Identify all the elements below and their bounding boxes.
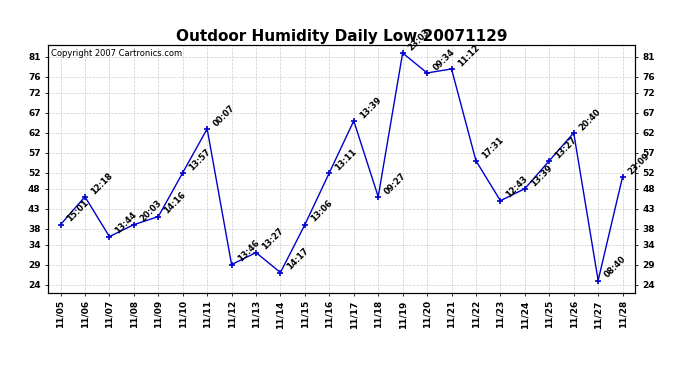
Text: 15:01: 15:01	[65, 199, 90, 224]
Text: 13:57: 13:57	[187, 147, 212, 172]
Text: 14:16: 14:16	[162, 190, 188, 216]
Text: 09:34: 09:34	[431, 47, 456, 72]
Text: 09:27: 09:27	[382, 171, 408, 196]
Text: 20:03: 20:03	[138, 199, 163, 224]
Text: 08:40: 08:40	[602, 255, 627, 280]
Text: 23:09: 23:09	[627, 151, 652, 176]
Text: 13:27: 13:27	[553, 135, 579, 160]
Text: 23:03: 23:03	[407, 27, 432, 52]
Text: 13:44: 13:44	[114, 210, 139, 236]
Text: 13:06: 13:06	[309, 199, 334, 224]
Text: 00:07: 00:07	[211, 103, 236, 128]
Text: Copyright 2007 Cartronics.com: Copyright 2007 Cartronics.com	[51, 49, 182, 58]
Text: 13:27: 13:27	[260, 226, 286, 252]
Title: Outdoor Humidity Daily Low 20071129: Outdoor Humidity Daily Low 20071129	[176, 29, 507, 44]
Text: 13:46: 13:46	[236, 238, 261, 264]
Text: 17:31: 17:31	[480, 135, 505, 160]
Text: 13:11: 13:11	[333, 147, 359, 172]
Text: 13:39: 13:39	[358, 95, 383, 120]
Text: 11:12: 11:12	[455, 43, 481, 68]
Text: 13:39: 13:39	[529, 163, 554, 188]
Text: 14:17: 14:17	[284, 246, 310, 272]
Text: 12:18: 12:18	[89, 171, 115, 196]
Text: 20:40: 20:40	[578, 107, 603, 132]
Text: 12:43: 12:43	[504, 175, 530, 200]
